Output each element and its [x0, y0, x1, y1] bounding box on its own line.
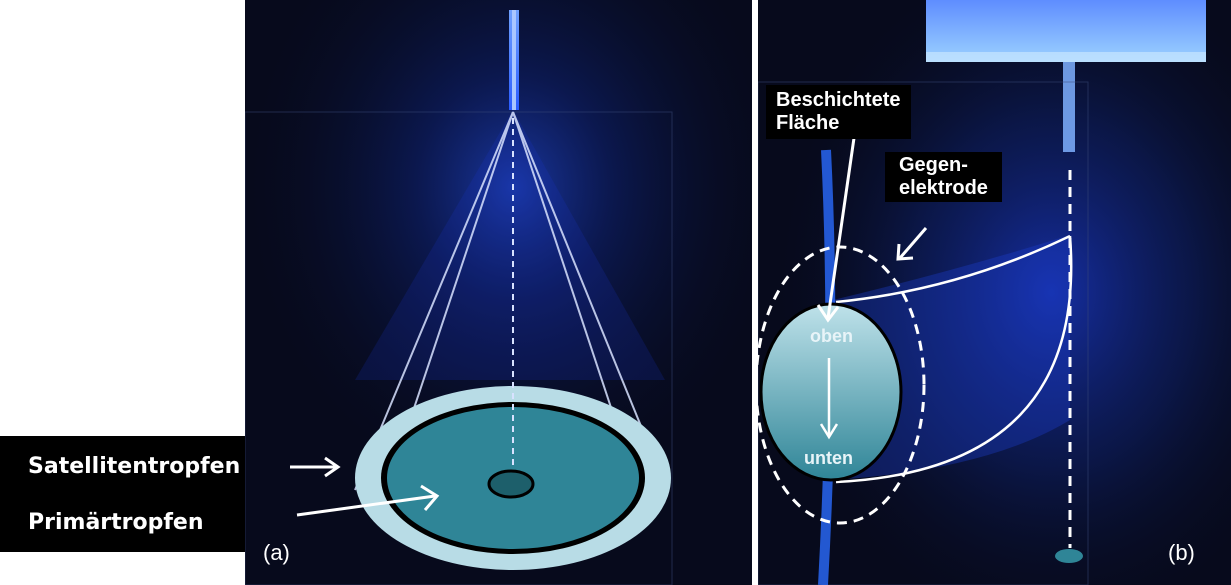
panel-a-plasma-cone	[355, 110, 665, 380]
panel-b-top-block	[926, 0, 1206, 62]
panel-b-coated-arrow	[816, 137, 856, 323]
panel-b-photo: Beschichtete Fläche Gegen- elektrode obe…	[758, 0, 1231, 585]
top-label: oben	[810, 326, 853, 346]
panel-b-counter-arrow	[896, 227, 928, 261]
counter-electrode-label: Gegen- elektrode	[885, 152, 1002, 202]
panel-b-tag: (b)	[1168, 540, 1195, 565]
panel-a-tag: (a)	[263, 540, 290, 565]
coated-area-label-line1: Beschichtete	[776, 89, 901, 111]
coated-area-label: Beschichtete Fläche	[766, 85, 911, 139]
counter-electrode-label-line1: Gegen-	[899, 154, 968, 176]
primary-drops-label: Primärtropfen	[28, 510, 204, 535]
panel-a-satellite-arrow	[290, 456, 341, 478]
counter-electrode-label-line2: elektrode	[899, 177, 988, 199]
coated-area-label-line2: Fläche	[776, 112, 840, 134]
legend-box: Satellitentropfen Primärtropfen	[0, 436, 280, 552]
panel-a-primary-arrow	[296, 484, 440, 517]
panel-b-needle	[1063, 62, 1075, 152]
panel-a-photo: (a)	[245, 0, 752, 585]
satellite-drops-label: Satellitentropfen	[28, 454, 241, 479]
panel-b-direction-arrow	[819, 358, 839, 440]
panel-b-bottom-dot	[1055, 549, 1083, 563]
panel-a-center-dot	[487, 469, 535, 499]
bottom-label: unten	[804, 448, 853, 468]
panel-a-illustration	[245, 0, 752, 585]
panel-b-dashed-outline	[758, 245, 926, 525]
